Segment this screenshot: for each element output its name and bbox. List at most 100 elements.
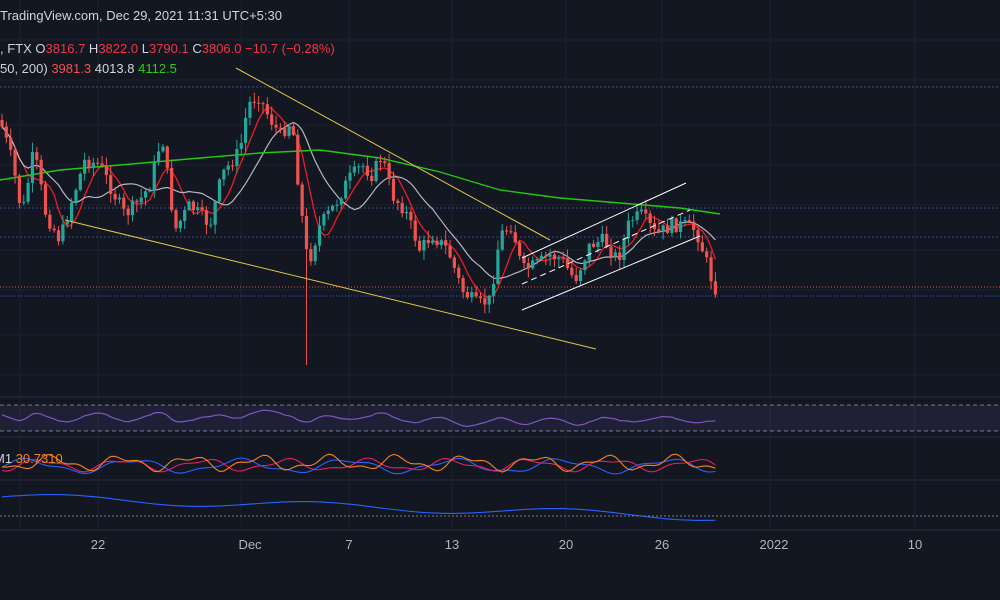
candle-body <box>583 260 587 271</box>
candle-body <box>670 218 674 233</box>
candle-body <box>183 210 187 221</box>
candle-body <box>248 101 252 118</box>
candle-body <box>552 254 557 260</box>
candle-body <box>700 242 704 252</box>
candle-body <box>213 201 217 225</box>
candle-body <box>609 246 613 257</box>
ma-50-value: 3981.3 <box>51 61 92 76</box>
candle-body <box>326 210 330 214</box>
candle-body <box>61 224 65 242</box>
ma-200-line <box>0 149 721 215</box>
candle-body <box>383 161 387 164</box>
candle-body <box>331 205 335 211</box>
candle-body <box>204 210 209 225</box>
candle-body <box>605 233 609 247</box>
candle-body <box>322 213 326 226</box>
candle-body <box>635 211 639 221</box>
ohlc-legend: , FTX O3816.7 H3822.0 L3790.1 C3806.0 −1… <box>0 41 335 56</box>
candle-body <box>513 232 517 243</box>
date-label: Dec 29, 2021 11:31 UTC+5:30 <box>106 8 282 23</box>
candle-body <box>648 213 652 224</box>
candle-body <box>287 126 291 136</box>
adx-prefix: M1 <box>0 451 13 466</box>
candle-body <box>461 278 465 293</box>
candle-body <box>174 210 178 229</box>
candle-body <box>152 162 156 191</box>
candle-body <box>657 229 661 232</box>
candle-body <box>387 163 391 179</box>
candle-body <box>252 101 256 103</box>
candle-body <box>52 228 56 231</box>
candle-body <box>339 198 343 205</box>
candle-body <box>557 258 561 260</box>
candle-body <box>500 230 504 250</box>
open-value: 3816.7 <box>45 41 86 56</box>
channel-mid-line <box>521 209 691 285</box>
candle-body <box>74 189 78 203</box>
close-value: 3806.0 <box>201 41 242 56</box>
x-tick-label: 22 <box>91 537 105 552</box>
candle-body <box>531 260 535 269</box>
candle-body <box>548 254 552 257</box>
candle-body <box>509 231 513 233</box>
candle-body <box>261 103 265 105</box>
lower-indicator-line <box>1 494 716 521</box>
candle-body <box>139 197 143 203</box>
candle-body <box>226 165 230 170</box>
candle-body <box>235 148 239 167</box>
candle-body <box>78 173 82 190</box>
candle-body <box>692 221 696 230</box>
candle-body <box>117 197 122 200</box>
candle-body <box>87 159 91 168</box>
candle-body <box>522 255 526 264</box>
candle-body <box>396 200 400 203</box>
wedge-upper-trendline <box>235 67 551 241</box>
candle-body <box>661 225 665 232</box>
candle-body <box>135 200 139 203</box>
candle-body <box>561 258 565 260</box>
candle-body <box>413 220 417 241</box>
candle-body <box>683 220 687 222</box>
candle-body <box>391 178 396 201</box>
trendlines[interactable] <box>64 67 701 350</box>
ma-legend: 50, 200) 3981.3 4013.8 4112.5 <box>0 61 177 76</box>
candle-body <box>535 259 539 261</box>
candle-body <box>631 220 635 222</box>
candle-body <box>370 175 374 181</box>
ma-params: 50, 200) <box>0 61 48 76</box>
candle-body <box>365 165 369 176</box>
wedge-lower-trendline <box>64 219 597 350</box>
candle-body <box>709 257 713 282</box>
ma-100-value: 4013.8 <box>94 61 135 76</box>
candle-body <box>687 220 691 222</box>
candle-body <box>56 230 61 242</box>
candle-body <box>613 252 617 257</box>
candle-body <box>126 208 130 216</box>
low-value: 3790.1 <box>148 41 189 56</box>
candle-body <box>187 201 191 211</box>
candle-body <box>178 220 182 229</box>
x-tick-label: 10 <box>908 537 922 552</box>
high-value: 3822.0 <box>98 41 139 56</box>
candle-body <box>409 211 413 221</box>
candle-body <box>361 165 365 167</box>
candle-body <box>622 238 626 261</box>
candle-body <box>618 252 622 261</box>
candle-body <box>143 191 148 198</box>
rsi-pane <box>0 404 1000 432</box>
candle-body <box>230 165 235 167</box>
candle-body <box>265 104 269 115</box>
source-label: TradingView.com <box>0 8 99 23</box>
candle-body <box>291 126 296 135</box>
candle-body <box>470 292 474 298</box>
candle-body <box>374 161 378 181</box>
header-source-line: TradingView.com, Dec 29, 2021 11:31 UTC+… <box>0 8 282 23</box>
candle-body <box>317 225 322 246</box>
time-axis[interactable]: 22 Dec 7 13 20 26 2022 10 <box>91 537 922 552</box>
candle-body <box>426 240 430 244</box>
adx-di-plus-line <box>1 453 716 473</box>
candle-body <box>418 240 422 251</box>
candle-body <box>487 295 491 305</box>
candle-body <box>600 233 604 243</box>
